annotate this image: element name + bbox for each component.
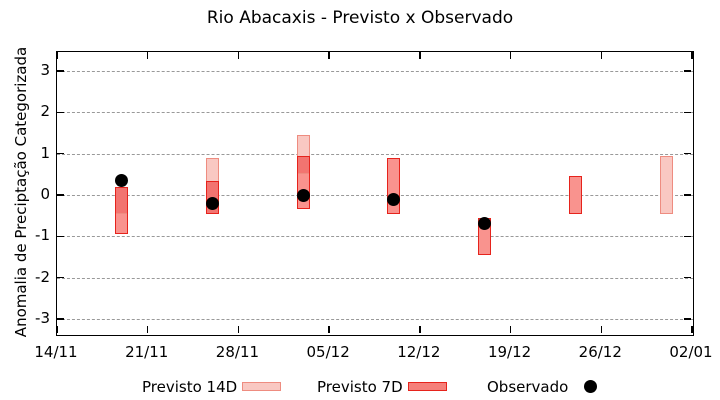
forecast-bar-segment [296, 135, 310, 156]
y-tick-label: 0 [40, 185, 50, 203]
x-tick-label: 21/11 [125, 343, 169, 361]
legend-swatch-7d-box [408, 382, 447, 391]
y-tick-mark [57, 70, 64, 72]
x-tick-label: 14/11 [34, 343, 78, 361]
forecast-7d-bar-border [115, 186, 129, 235]
x-tick-mark [600, 52, 603, 59]
x-tick-mark [691, 52, 693, 59]
y-tick-mark [684, 276, 691, 279]
x-tick-mark [146, 326, 149, 333]
forecast-bar-segment [568, 176, 582, 214]
y-tick-mark [684, 70, 691, 72]
forecast-7d-bar-border [387, 157, 401, 214]
x-tick-mark [328, 326, 330, 333]
forecast-7d-bar-border [568, 176, 582, 214]
y-tick-mark [684, 194, 691, 196]
x-tick-mark [509, 52, 512, 59]
x-tick-mark [328, 52, 330, 59]
chart-title: Rio Abacaxis - Previsto x Observado [206, 8, 514, 28]
forecast-14d-bar-border [659, 155, 673, 214]
x-tick-label: 26/12 [578, 343, 622, 361]
x-tick-label: 02/01 [669, 343, 713, 361]
y-tick-label: 3 [40, 61, 50, 80]
y-tick-mark [684, 318, 691, 320]
legend-swatch-14d-box [242, 382, 281, 391]
y-tick-mark [57, 235, 64, 238]
forecast-bar-segment [296, 155, 310, 175]
gridline [57, 153, 693, 155]
x-tick-mark [146, 52, 149, 59]
y-tick-label: 2 [40, 102, 50, 121]
x-tick-mark [419, 52, 421, 59]
y-tick-mark [57, 111, 64, 114]
forecast-bar-segment [115, 186, 129, 214]
observed-dot [387, 192, 401, 206]
x-tick-label: 05/12 [306, 343, 350, 361]
forecast-14d-bar-border [296, 135, 310, 175]
x-tick-label: 19/12 [487, 343, 532, 361]
y-tick-label: 1 [40, 143, 50, 162]
x-tick-mark [600, 326, 603, 333]
gridline [57, 318, 693, 320]
y-tick-mark [57, 194, 64, 196]
legend-label-previsto-14d: Previsto 14D [142, 378, 238, 396]
x-tick-mark [237, 52, 240, 59]
forecast-7d-bar-border [206, 180, 219, 214]
gridline [57, 71, 693, 73]
forecast-7d-bar-border [296, 155, 310, 210]
observed-dot [478, 217, 492, 231]
y-tick-mark [684, 111, 691, 114]
x-tick-mark [56, 326, 58, 333]
legend-observed-dot-icon [584, 380, 597, 393]
observed-dot [296, 188, 310, 202]
plot-area [56, 51, 694, 336]
y-tick-mark [684, 152, 691, 155]
legend-label-previsto-7d: Previsto 7D [317, 378, 403, 396]
forecast-bar-segment [659, 155, 673, 214]
y-tick-mark [57, 276, 64, 279]
x-tick-mark [237, 326, 240, 333]
y-tick-mark [57, 318, 64, 320]
gridline [57, 195, 693, 196]
gridline [57, 236, 693, 238]
x-tick-mark [56, 52, 58, 59]
x-tick-label: 12/12 [397, 343, 441, 361]
x-tick-label: 28/11 [215, 343, 260, 361]
forecast-bar-segment [206, 157, 219, 181]
x-tick-mark [691, 326, 693, 333]
forecast-bar-segment [115, 213, 129, 235]
y-tick-label: -2 [35, 267, 50, 286]
observed-dot [115, 174, 129, 188]
y-tick-label: -3 [35, 308, 50, 327]
y-tick-mark [684, 235, 691, 238]
x-tick-mark [509, 326, 512, 333]
y-tick-label: -1 [35, 226, 50, 245]
gridline [57, 112, 693, 114]
legend-label-observado: Observado [487, 378, 569, 396]
observed-dot [206, 196, 219, 210]
y-tick-mark [57, 152, 64, 155]
gridline [57, 277, 693, 279]
x-tick-mark [419, 326, 421, 333]
